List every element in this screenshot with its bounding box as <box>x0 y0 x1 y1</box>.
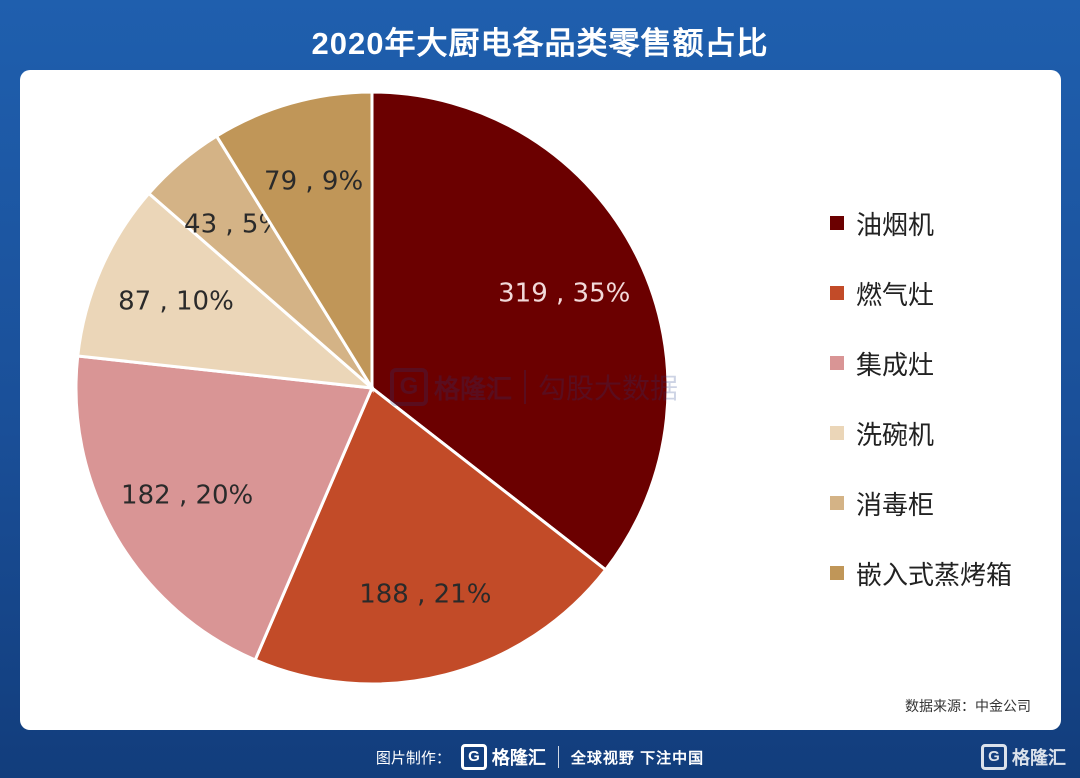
footer-label: 图片制作： <box>375 749 451 767</box>
pie-slice-gas-stove <box>253 385 608 686</box>
legend-item-built-in-steam-oven: 嵌入式蒸烤箱 <box>830 538 1012 608</box>
pie-slice-dishwasher <box>76 191 377 391</box>
legend-item-disinfection-cabinet: 消毒柜 <box>830 468 1012 538</box>
data-source: 数据来源：中金公司 <box>905 698 1031 714</box>
legend-swatch <box>830 426 844 440</box>
legend-item-gas-stove: 燃气灶 <box>830 258 1012 328</box>
footer-divider <box>557 746 559 768</box>
legend-swatch <box>830 216 844 230</box>
data-label-built-in-steam-oven: 79 , 9% <box>264 167 363 197</box>
footer-slogan: 全球视野 下注中国 <box>570 749 705 767</box>
pie-slice-integrated-stove <box>74 354 375 662</box>
data-label-dishwasher: 87 , 10% <box>118 287 234 317</box>
pie-slice-built-in-steam-oven <box>214 90 374 394</box>
data-label-integrated-stove: 182 , 20% <box>121 480 253 510</box>
footer: 图片制作： G 格隆汇 全球视野 下注中国 <box>0 736 1080 778</box>
corner-brand: 格隆汇 <box>1012 748 1066 768</box>
pie-slice-range-hood <box>370 90 670 572</box>
legend-item-dishwasher: 洗碗机 <box>830 398 1012 468</box>
chart-legend: 油烟机燃气灶集成灶洗碗机消毒柜嵌入式蒸烤箱 <box>830 188 1012 608</box>
legend-label: 嵌入式蒸烤箱 <box>856 560 1013 591</box>
legend-swatch <box>830 496 844 510</box>
footer-brand: 格隆汇 <box>491 748 546 768</box>
chart-title: 2020年大厨电各品类零售额占比 <box>311 26 769 61</box>
legend-label: 燃气灶 <box>856 280 935 311</box>
data-label-range-hood: 319 , 35% <box>498 278 630 308</box>
corner-logo-icon: G <box>981 744 1007 770</box>
chart-card: 319 , 35% 188 , 21% 182 , 20% 87 , 10% 43 , … <box>20 70 1061 730</box>
legend-label: 消毒柜 <box>856 490 935 521</box>
footer-logo-icon: G <box>460 744 487 770</box>
legend-swatch <box>830 566 844 580</box>
corner-logo: G 格隆汇 <box>981 744 1066 770</box>
pie-chart: 319 , 35%188 , 21%182 , 20%87 , 10%43 , … <box>74 90 670 686</box>
legend-label: 油烟机 <box>856 210 935 241</box>
legend-label: 洗碗机 <box>856 420 935 451</box>
legend-label: 集成灶 <box>856 350 935 381</box>
legend-swatch <box>830 286 844 300</box>
legend-item-integrated-stove: 集成灶 <box>830 328 1012 398</box>
legend-item-range-hood: 油烟机 <box>830 188 1012 258</box>
legend-swatch <box>830 356 844 370</box>
data-label-gas-stove: 188 , 21% <box>359 580 491 610</box>
